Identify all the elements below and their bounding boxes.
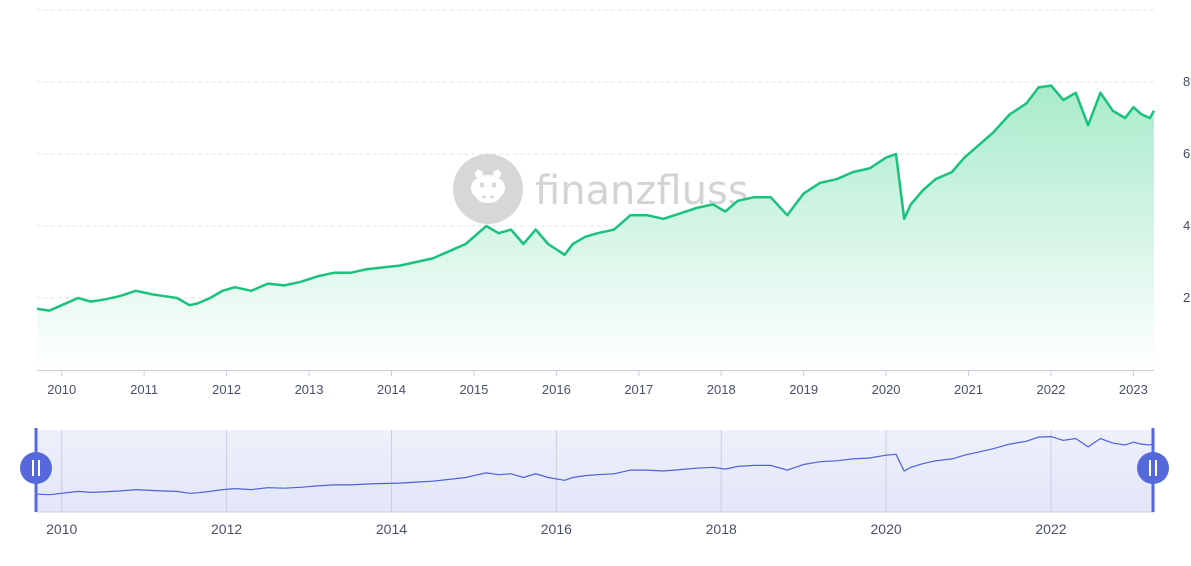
x-tick-label: 2010 bbox=[47, 382, 76, 397]
x-tick-label: 2014 bbox=[377, 382, 406, 397]
x-tick-label: 2018 bbox=[707, 382, 736, 397]
y-tick-label: 2 bbox=[1183, 290, 1190, 305]
x-tick-label: 2015 bbox=[459, 382, 488, 397]
grid-lines bbox=[37, 9, 1154, 371]
series-line bbox=[36, 84, 1156, 312]
x-tick-label: 2013 bbox=[295, 382, 324, 397]
x-tick-label: 2016 bbox=[542, 382, 571, 397]
range-navigator[interactable]: 2010 2012 2014 2016 2018 2020 2022 bbox=[20, 428, 1169, 537]
x-tick-label: 2022 bbox=[1036, 382, 1065, 397]
x-tick-label: 2021 bbox=[954, 382, 983, 397]
navigator-x-tick-label: 2014 bbox=[376, 521, 407, 537]
x-tick-label: 2012 bbox=[212, 382, 241, 397]
main-series bbox=[36, 84, 1156, 370]
navigator-x-tick-label: 2020 bbox=[871, 521, 902, 537]
navigator-x-tick-label: 2022 bbox=[1035, 521, 1066, 537]
x-tick-label: 2017 bbox=[624, 382, 653, 397]
y-tick-label: 6 bbox=[1183, 146, 1190, 161]
y-axis-labels: 2 4 6 8 bbox=[1183, 74, 1190, 305]
navigator-x-tick-label: 2016 bbox=[541, 521, 572, 537]
navigator-x-tick-label: 2012 bbox=[211, 521, 242, 537]
navigator-left-handle[interactable] bbox=[20, 452, 52, 484]
navigator-x-labels: 2010 2012 2014 2016 2018 2020 2022 bbox=[46, 521, 1067, 537]
x-tick-label: 2023 bbox=[1119, 382, 1148, 397]
x-tick-label: 2020 bbox=[872, 382, 901, 397]
navigator-line bbox=[36, 435, 1155, 496]
x-tick-label: 2019 bbox=[789, 382, 818, 397]
navigator-x-tick-label: 2010 bbox=[46, 521, 77, 537]
y-tick-label: 4 bbox=[1183, 218, 1190, 233]
navigator-background bbox=[37, 430, 1154, 512]
hippo-logo-icon bbox=[453, 154, 523, 224]
navigator-grid bbox=[61, 430, 1052, 512]
x-axis-labels: 2010 2011 2012 2013 2014 2015 2016 2017 2018 2019… bbox=[47, 370, 1148, 397]
x-tick-label: 2011 bbox=[130, 382, 158, 397]
y-tick-label: 8 bbox=[1183, 74, 1190, 89]
navigator-series bbox=[36, 435, 1155, 496]
series-area bbox=[37, 85, 1154, 370]
navigator-right-handle[interactable] bbox=[1137, 452, 1169, 484]
navigator-x-tick-label: 2018 bbox=[706, 521, 737, 537]
